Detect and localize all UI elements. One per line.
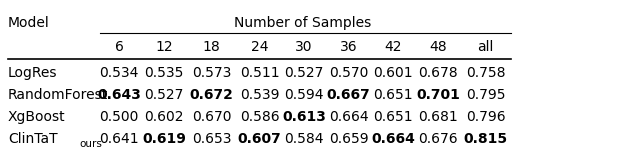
Text: 42: 42 xyxy=(385,40,402,54)
Text: 0.681: 0.681 xyxy=(418,110,458,124)
Text: 0.607: 0.607 xyxy=(237,132,282,146)
Text: 6: 6 xyxy=(115,40,124,54)
Text: 0.573: 0.573 xyxy=(192,66,231,80)
Text: 0.815: 0.815 xyxy=(463,132,508,146)
Text: RandomForest: RandomForest xyxy=(8,88,108,102)
Text: 0.651: 0.651 xyxy=(374,110,413,124)
Text: 0.670: 0.670 xyxy=(192,110,232,124)
Text: 0.758: 0.758 xyxy=(466,66,506,80)
Text: 0.659: 0.659 xyxy=(329,132,369,146)
Text: 0.586: 0.586 xyxy=(239,110,279,124)
Text: 0.570: 0.570 xyxy=(329,66,369,80)
Text: 0.534: 0.534 xyxy=(100,66,139,80)
Text: 0.664: 0.664 xyxy=(371,132,415,146)
Text: 0.601: 0.601 xyxy=(374,66,413,80)
Text: all: all xyxy=(477,40,494,54)
Text: 0.667: 0.667 xyxy=(327,88,371,102)
Text: 36: 36 xyxy=(340,40,358,54)
Text: 0.613: 0.613 xyxy=(282,110,326,124)
Text: 48: 48 xyxy=(429,40,447,54)
Text: 0.641: 0.641 xyxy=(99,132,139,146)
Text: LogRes: LogRes xyxy=(8,66,57,80)
Text: 18: 18 xyxy=(203,40,221,54)
Text: 0.619: 0.619 xyxy=(142,132,186,146)
Text: 0.539: 0.539 xyxy=(240,88,279,102)
Text: 0.643: 0.643 xyxy=(97,88,141,102)
Text: Number of Samples: Number of Samples xyxy=(234,16,371,30)
Text: 0.672: 0.672 xyxy=(189,88,234,102)
Text: 0.651: 0.651 xyxy=(374,88,413,102)
Text: 0.535: 0.535 xyxy=(144,66,184,80)
Text: 0.664: 0.664 xyxy=(329,110,369,124)
Text: 0.602: 0.602 xyxy=(144,110,184,124)
Text: 0.594: 0.594 xyxy=(284,88,324,102)
Text: ours: ours xyxy=(79,139,102,149)
Text: 30: 30 xyxy=(295,40,313,54)
Text: 0.584: 0.584 xyxy=(284,132,324,146)
Text: 0.678: 0.678 xyxy=(418,66,458,80)
Text: 12: 12 xyxy=(155,40,173,54)
Text: 0.701: 0.701 xyxy=(416,88,460,102)
Text: 0.796: 0.796 xyxy=(466,110,506,124)
Text: 0.676: 0.676 xyxy=(418,132,458,146)
Text: 0.527: 0.527 xyxy=(144,88,184,102)
Text: 0.500: 0.500 xyxy=(100,110,139,124)
Text: 0.511: 0.511 xyxy=(239,66,279,80)
Text: 0.527: 0.527 xyxy=(284,66,324,80)
Text: Model: Model xyxy=(8,16,49,30)
Text: 0.795: 0.795 xyxy=(466,88,506,102)
Text: ClinTaT: ClinTaT xyxy=(8,132,58,146)
Text: 24: 24 xyxy=(251,40,268,54)
Text: 0.653: 0.653 xyxy=(192,132,232,146)
Text: XgBoost: XgBoost xyxy=(8,110,65,124)
